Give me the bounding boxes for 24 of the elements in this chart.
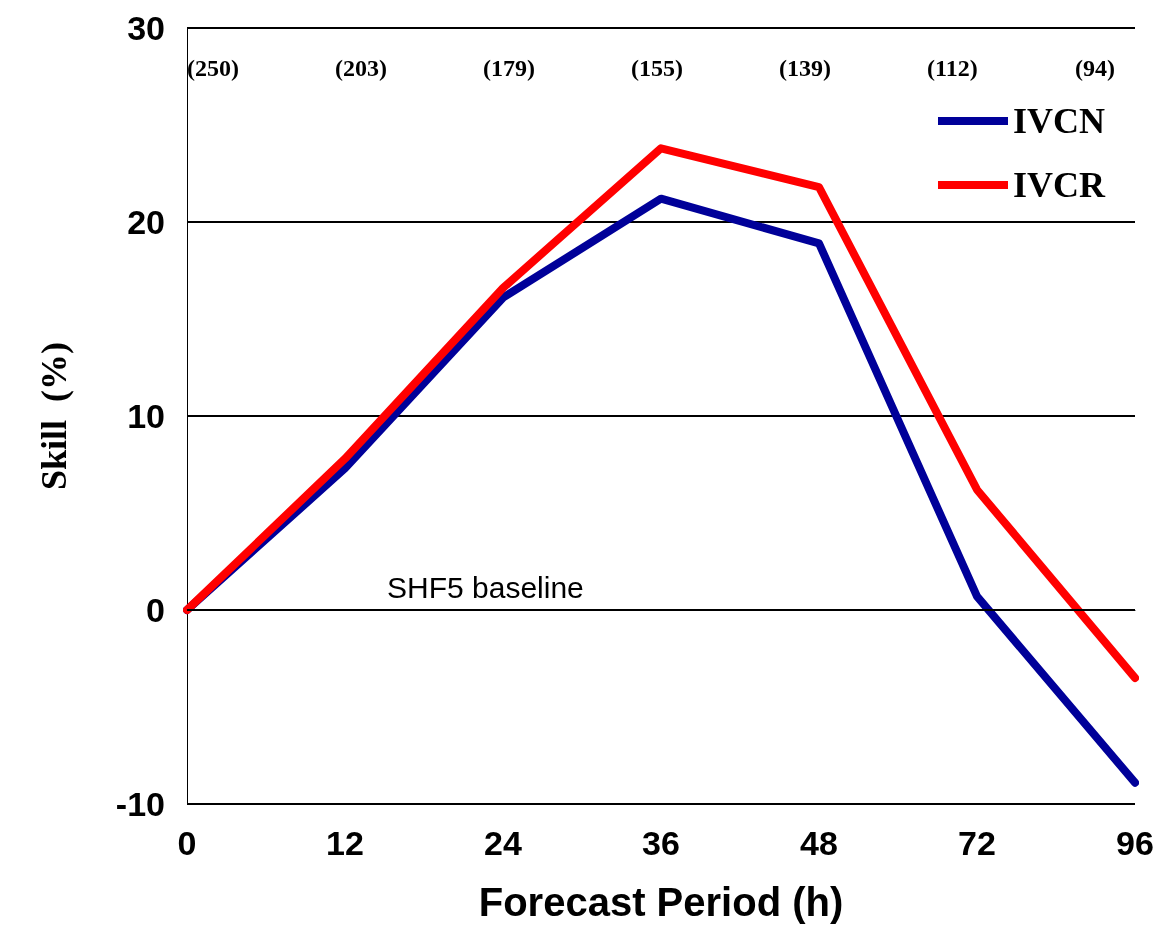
legend-label: IVCR: [1013, 165, 1106, 205]
x-tick-label: 72: [958, 824, 996, 862]
annotation: (112): [927, 55, 978, 81]
x-tick-label: 24: [484, 824, 522, 862]
x-tick-label: 48: [800, 824, 838, 862]
legend-label: IVCN: [1013, 101, 1106, 141]
y-tick-label: 30: [127, 9, 165, 47]
x-tick-label: 96: [1116, 824, 1154, 862]
x-tick-label: 36: [642, 824, 680, 862]
x-tick-label: 12: [326, 824, 364, 862]
x-axis-title: Forecast Period (h): [478, 880, 844, 924]
y-tick-label: 20: [127, 203, 165, 241]
annotation: (250): [187, 55, 239, 81]
ref-line-label: SHF5 baseline: [387, 570, 584, 604]
y-tick-label: 10: [127, 397, 165, 435]
annotation: (139): [779, 55, 831, 81]
y-axis-title: Skill (%): [34, 341, 74, 491]
annotation: (94): [1075, 55, 1115, 81]
annotation: (155): [631, 55, 683, 81]
annotation: (179): [483, 55, 535, 81]
y-tick-label: -10: [115, 785, 165, 823]
annotation: (203): [335, 55, 387, 81]
x-tick-label: 0: [177, 824, 197, 862]
y-tick-label: 0: [146, 591, 165, 629]
